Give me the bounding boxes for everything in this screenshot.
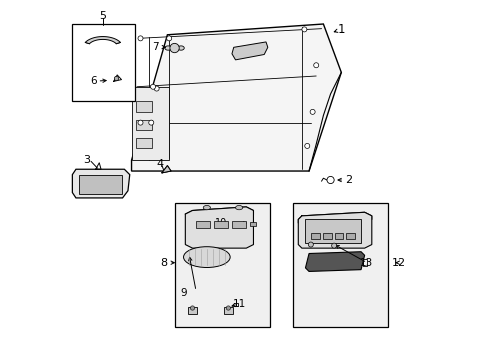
Text: 7: 7 bbox=[152, 42, 159, 51]
Circle shape bbox=[148, 120, 153, 125]
Circle shape bbox=[304, 143, 309, 148]
Circle shape bbox=[313, 63, 318, 68]
Text: 10: 10 bbox=[215, 218, 227, 228]
Bar bbox=[136, 101, 152, 112]
Text: 8: 8 bbox=[160, 258, 167, 268]
Ellipse shape bbox=[183, 247, 230, 267]
Text: 12: 12 bbox=[391, 258, 405, 268]
Ellipse shape bbox=[164, 46, 171, 50]
Bar bbox=[214, 221, 227, 228]
Circle shape bbox=[309, 109, 314, 114]
Text: 5: 5 bbox=[99, 11, 106, 21]
Circle shape bbox=[226, 306, 230, 310]
Text: 11: 11 bbox=[232, 299, 245, 309]
Text: 9: 9 bbox=[180, 288, 186, 298]
Bar bbox=[322, 233, 331, 239]
Bar bbox=[136, 138, 152, 148]
Circle shape bbox=[138, 36, 142, 41]
Circle shape bbox=[150, 84, 155, 89]
Bar bbox=[292, 203, 387, 327]
Text: 13: 13 bbox=[359, 258, 372, 268]
Bar bbox=[79, 175, 122, 194]
Text: 1: 1 bbox=[337, 23, 345, 36]
Bar bbox=[72, 24, 135, 101]
Circle shape bbox=[326, 176, 333, 184]
Bar bbox=[334, 233, 343, 239]
Circle shape bbox=[166, 36, 171, 41]
Bar bbox=[188, 307, 196, 315]
Bar bbox=[249, 222, 256, 226]
Bar bbox=[231, 221, 245, 228]
Polygon shape bbox=[85, 37, 120, 44]
Polygon shape bbox=[162, 166, 171, 173]
Circle shape bbox=[114, 76, 119, 81]
Circle shape bbox=[169, 43, 179, 53]
Polygon shape bbox=[231, 42, 267, 60]
Bar bbox=[196, 221, 209, 228]
Circle shape bbox=[190, 306, 194, 310]
Polygon shape bbox=[131, 24, 341, 171]
Circle shape bbox=[138, 120, 142, 125]
Text: 4: 4 bbox=[156, 159, 163, 169]
Polygon shape bbox=[305, 252, 364, 271]
Bar bbox=[136, 120, 152, 130]
Polygon shape bbox=[298, 212, 371, 248]
Polygon shape bbox=[72, 169, 129, 198]
Ellipse shape bbox=[203, 206, 210, 210]
Ellipse shape bbox=[178, 46, 184, 50]
Polygon shape bbox=[185, 207, 253, 248]
Bar bbox=[346, 233, 355, 239]
Bar bbox=[305, 220, 360, 243]
Text: 2: 2 bbox=[344, 175, 351, 185]
Ellipse shape bbox=[235, 206, 242, 210]
Circle shape bbox=[154, 86, 159, 91]
Text: 3: 3 bbox=[83, 154, 90, 165]
Text: 6: 6 bbox=[90, 76, 96, 86]
Bar bbox=[224, 307, 232, 315]
Circle shape bbox=[301, 27, 306, 32]
Circle shape bbox=[331, 243, 336, 248]
Bar bbox=[174, 203, 269, 327]
Bar bbox=[310, 233, 319, 239]
Circle shape bbox=[308, 242, 313, 247]
Polygon shape bbox=[131, 87, 169, 160]
